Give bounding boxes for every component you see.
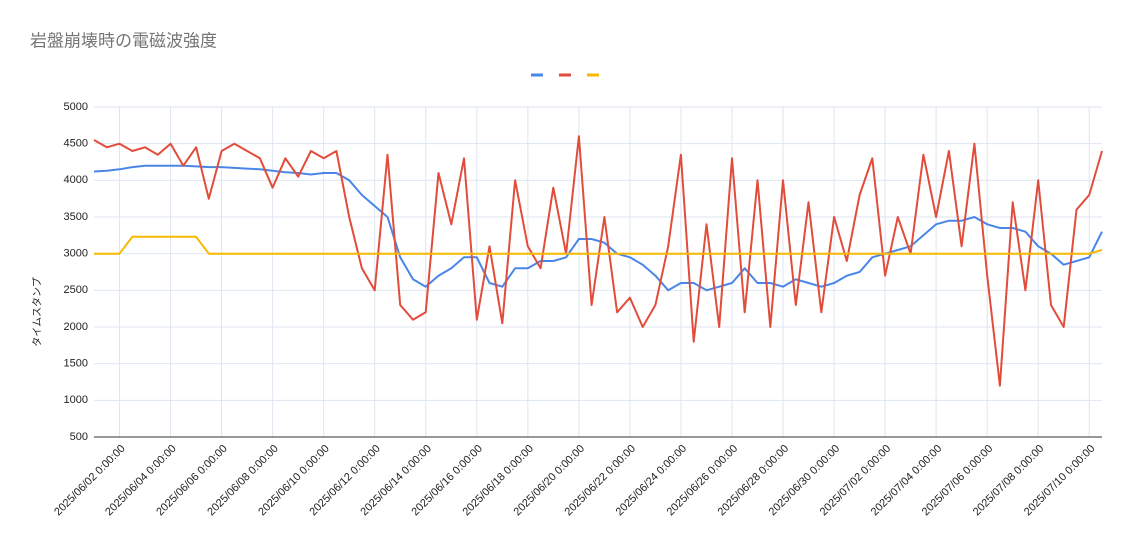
y-tick-label: 2500 (64, 284, 88, 296)
line-series (93, 164, 1103, 292)
y-tick-label: 4500 (64, 138, 88, 150)
chart-title: 岩盤崩壊時の電磁波強度 (30, 31, 217, 50)
y-tick-label: 1500 (64, 358, 88, 370)
y-tick-label: 1000 (64, 394, 88, 406)
y-tick-label: 3500 (64, 211, 88, 223)
y-tick-label: 500 (70, 431, 88, 443)
line-series (94, 235, 1103, 255)
y-tick-label: 5000 (64, 101, 88, 113)
y-tick-label: 3000 (64, 248, 88, 260)
y-tick-label: 4000 (64, 174, 88, 186)
y-tick-label: 2000 (64, 321, 88, 333)
y-axis-label: タイムスタンプ (32, 277, 44, 347)
line-series (93, 135, 1103, 387)
